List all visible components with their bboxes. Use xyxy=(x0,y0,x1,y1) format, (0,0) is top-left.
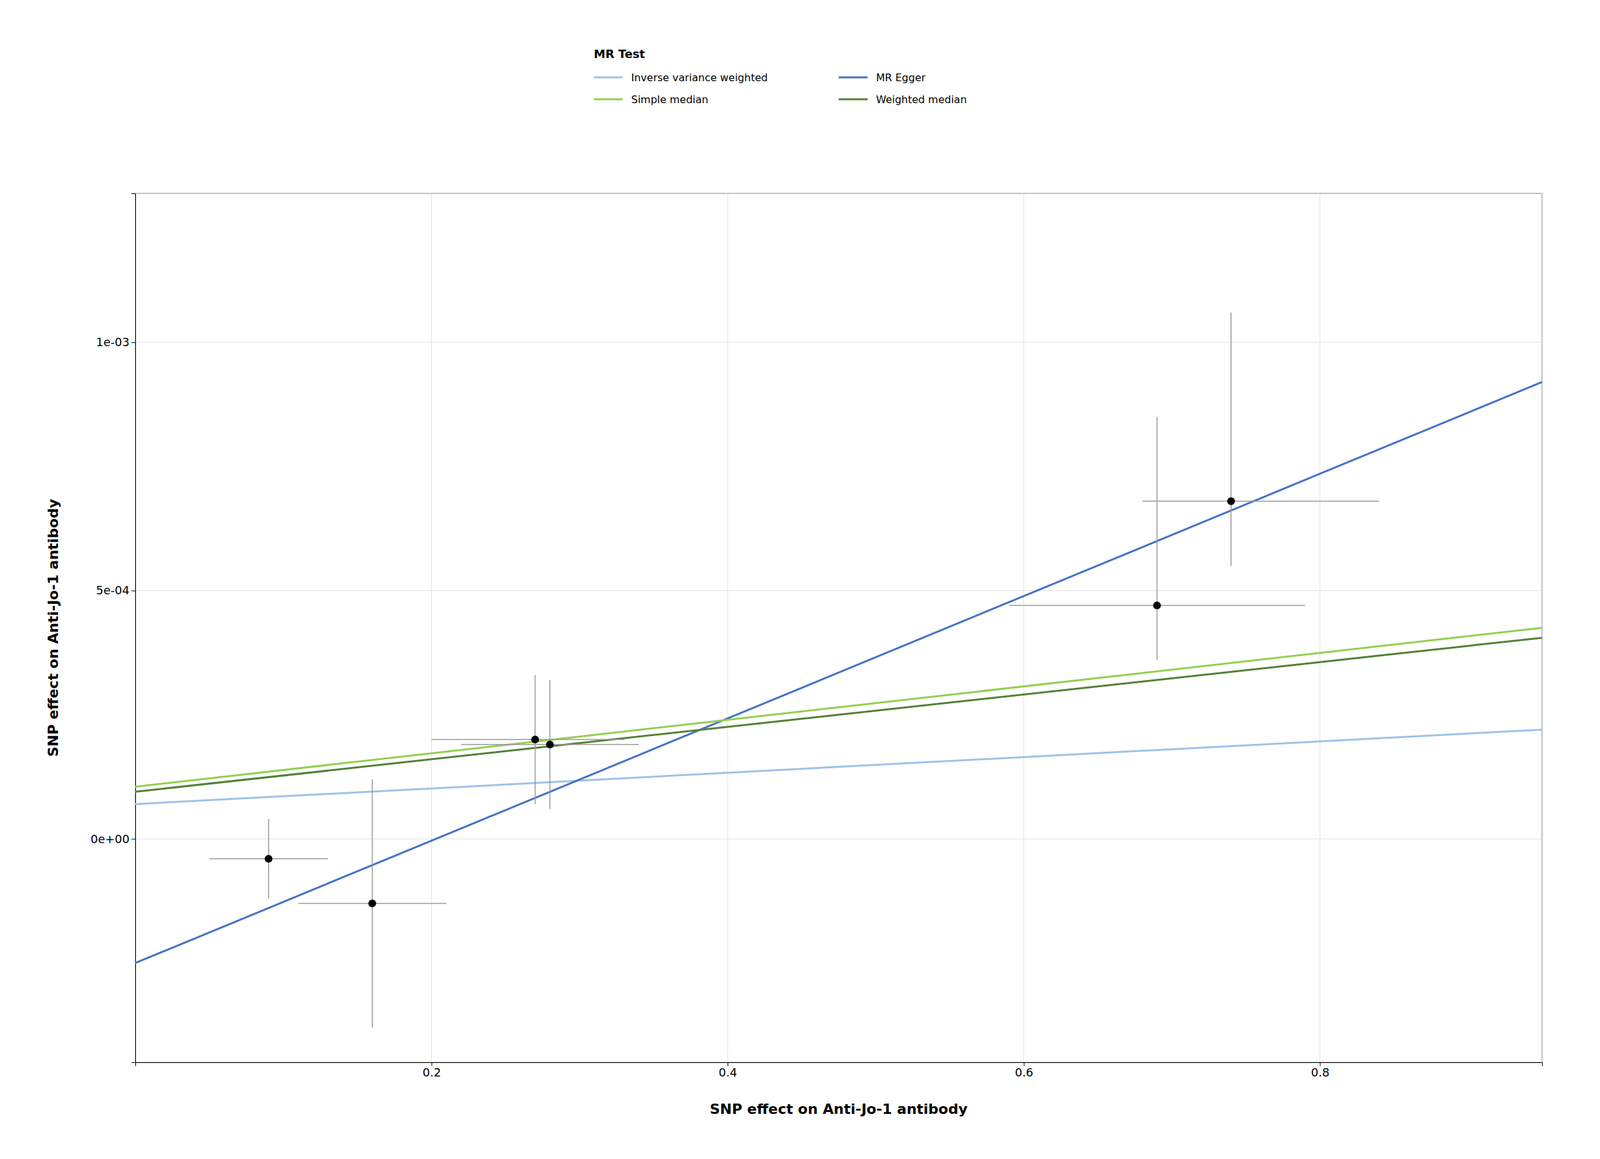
x-tick-label: 0.2 xyxy=(422,1065,442,1079)
legend-label: MR Egger xyxy=(876,71,926,84)
legend-item: Weighted median xyxy=(838,93,968,106)
y-axis-line xyxy=(131,193,136,1063)
y-axis: 0e+00 5e-04 1e-03 xyxy=(90,193,136,1063)
x-axis: 0.2 0.4 0.6 0.8 xyxy=(135,1061,1543,1079)
x-tick-label: 0.4 xyxy=(718,1065,738,1079)
grid-line-x xyxy=(1319,193,1321,1062)
x-tick: 0.4 xyxy=(718,1061,738,1079)
error-bar-x xyxy=(1142,500,1380,502)
grid-line-y xyxy=(135,838,1543,839)
legend-item: Simple median xyxy=(594,93,709,106)
error-bar-x xyxy=(431,739,625,741)
y-tick: 5e-04 xyxy=(96,583,136,597)
grid-line-y xyxy=(135,590,1543,591)
point xyxy=(1226,497,1235,506)
y-tick-mark xyxy=(131,342,136,343)
legend-item: Inverse variance weighted xyxy=(594,71,769,84)
point xyxy=(1153,601,1162,609)
x-tick-label: 0.6 xyxy=(1014,1065,1034,1079)
x-axis-title: SNP effect on Anti-Jo-1 antibody xyxy=(709,1100,968,1117)
legend-label: Weighted median xyxy=(876,93,968,106)
error-bar-y xyxy=(1156,416,1158,660)
x-axis-line xyxy=(135,1062,1543,1067)
legend-label: Inverse variance weighted xyxy=(631,71,769,84)
legend-background xyxy=(584,38,1094,122)
grid-line-y xyxy=(135,342,1543,343)
y-tick-label: 0e+00 xyxy=(90,831,130,846)
point xyxy=(264,854,273,863)
error-bar-y xyxy=(1230,312,1233,566)
point xyxy=(545,740,554,749)
y-tick-mark xyxy=(131,590,136,591)
legend-label: Simple median xyxy=(631,93,709,106)
legend-swatch xyxy=(838,76,868,79)
point xyxy=(368,899,377,908)
legend-swatch xyxy=(594,98,624,101)
y-tick: 1e-03 xyxy=(96,335,136,349)
legend-item: MR Egger xyxy=(838,71,926,84)
y-axis-title: SNP effect on Anti-Jo-1 antibody xyxy=(45,498,62,757)
x-tick-label: 0.8 xyxy=(1310,1065,1330,1079)
y-tick: 0e+00 xyxy=(90,831,136,846)
line xyxy=(135,637,1543,792)
grid-line-x xyxy=(431,193,432,1062)
x-tick: 0.6 xyxy=(1014,1061,1034,1079)
legend-swatch xyxy=(594,76,624,79)
grid xyxy=(135,193,1543,1062)
plot-frame xyxy=(135,193,1543,1062)
legend: MR Test Inverse variance weighted MR Egger… xyxy=(584,38,1094,122)
legend-title: MR Test xyxy=(594,47,646,61)
grid-line-x xyxy=(727,193,729,1062)
grid-line-x xyxy=(1023,193,1024,1062)
y-tick-label: 1e-03 xyxy=(96,335,130,349)
y-tick-mark xyxy=(131,838,136,839)
legend-swatch xyxy=(838,98,868,101)
line xyxy=(135,627,1543,787)
marks xyxy=(135,312,1543,1028)
x-tick: 0.2 xyxy=(422,1061,442,1079)
chart: 0.2 0.4 0.6 0.8 0e+00 5e-04 1e-03 SNP effect on… xyxy=(0,0,1600,1159)
y-tick-label: 5e-04 xyxy=(96,583,130,597)
points xyxy=(209,312,1379,1028)
line xyxy=(135,382,1543,963)
x-tick: 0.8 xyxy=(1310,1061,1330,1079)
line xyxy=(135,729,1543,805)
point xyxy=(530,735,539,743)
